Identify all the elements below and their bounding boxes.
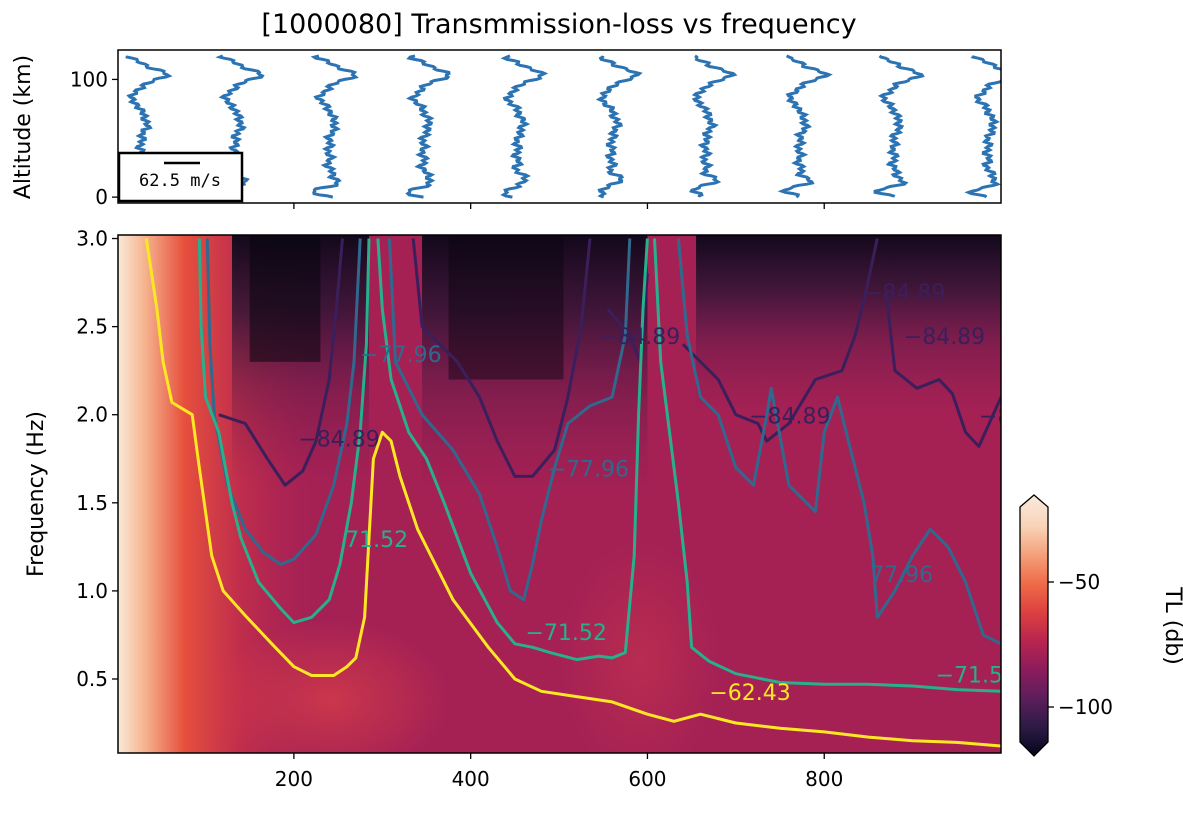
heatmap-frame (117, 234, 1002, 754)
shadow-zone-core (249, 235, 321, 362)
contour-labels: −62.43 71.52 −71.52 −71.52 −77.96 −77.96 77.96… (298, 281, 1060, 706)
wind-profile-line (689, 54, 738, 198)
colorbar-tick-label: −100 (1058, 695, 1113, 719)
contour-line (218, 238, 1001, 487)
colorbar: −50 −100 TL (db) (1019, 494, 1183, 757)
range-x-ticks: 200 400 600 800 (275, 753, 843, 791)
x-tick-label: 600 (628, 767, 666, 791)
shadow-zone-core (448, 235, 564, 380)
wind-profile-line (405, 54, 451, 199)
altitude-panel-frame (117, 49, 1002, 204)
shadow-zone (696, 235, 1001, 415)
scale-bar-label: 62.5 m/s (139, 171, 221, 191)
y-tick-label: 3.0 (76, 227, 108, 251)
contour-label: −71.52 (525, 621, 606, 646)
y-tick-label: 2.5 (76, 315, 108, 339)
contour-label: −84.89 (599, 325, 680, 350)
wind-profile-line (873, 54, 925, 198)
altitude-axis-label: Altitude (km) (11, 55, 36, 199)
colorbar-tick-label: −50 (1058, 570, 1100, 594)
contour-line (205, 238, 1001, 646)
contour-label: −84.89 (904, 325, 985, 350)
y-tick-label: 1.5 (76, 491, 108, 515)
contour-label: −84.89 (864, 281, 945, 306)
contour-label: −84.89 (298, 427, 379, 452)
colorbar-ticks: −50 −100 (1048, 570, 1113, 719)
wind-profile-line (777, 54, 833, 199)
altitude-panel: 62.5 m/s 0 100 Altitude (km) (11, 49, 1002, 209)
scale-bar-box: 62.5 m/s (117, 151, 244, 203)
contour-label: 77.96 (870, 563, 933, 588)
contour-label: −62.43 (709, 681, 790, 706)
wind-profile-line (964, 54, 1001, 199)
colorbar-label: TL (db) (1160, 586, 1183, 665)
heatmap-warm-region-2 (560, 540, 720, 753)
contour-line (197, 238, 1001, 693)
alt-tick-label: 100 (70, 67, 108, 91)
contour-line (144, 238, 1001, 748)
contour-label: 71.52 (345, 528, 408, 553)
x-tick-label: 800 (805, 767, 843, 791)
altitude-x-ticks (293, 203, 825, 209)
heatmap-panel: −62.43 71.52 −71.52 −71.52 −77.96 −77.96 77.96… (24, 227, 1060, 791)
y-tick-label: 0.5 (76, 667, 108, 691)
contour-label: −84.89 (749, 405, 830, 430)
contour-label: −77.96 (548, 457, 629, 482)
frequency-axis-label: Frequency (Hz) (24, 411, 49, 577)
y-tick-label: 1.0 (76, 579, 108, 603)
alt-tick-label: 0 (95, 185, 108, 209)
contour-label: −71.52 (936, 664, 1017, 689)
x-tick-label: 400 (452, 767, 490, 791)
heatmap-warm-region (210, 620, 450, 753)
profiles-group (125, 54, 1001, 199)
y-tick-label: 2.0 (76, 403, 108, 427)
contour-label: −84.89 (979, 405, 1060, 430)
contour-lines (144, 238, 1001, 748)
chart-title: [1000080] Transmmission-loss vs frequenc… (261, 9, 856, 40)
wind-profile-line (500, 54, 549, 199)
altitude-y-ticks: 0 100 (70, 67, 118, 209)
contour-label: −77.96 (360, 343, 441, 368)
wind-profile-line (310, 54, 359, 199)
colorbar-gradient (1019, 494, 1049, 757)
frequency-y-ticks: 0.5 1.0 1.5 2.0 2.5 3.0 (76, 227, 118, 691)
wind-profile-line (595, 55, 643, 199)
x-tick-label: 200 (275, 767, 313, 791)
